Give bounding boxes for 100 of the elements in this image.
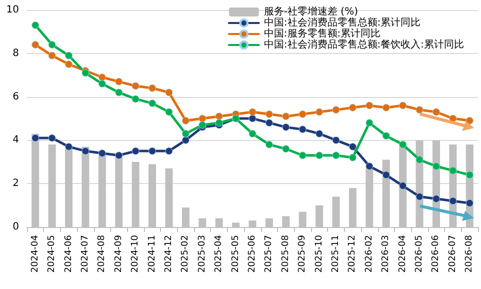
point [198, 114, 206, 122]
point [48, 40, 56, 48]
point [215, 112, 223, 120]
point [115, 78, 123, 86]
x-tick-label: 2024-12 [164, 235, 174, 273]
point [316, 130, 324, 138]
x-tick-label: 2024-07 [80, 235, 90, 273]
point [48, 52, 56, 60]
point [416, 156, 424, 164]
x-tick-label: 2026-07 [448, 235, 458, 273]
point [466, 116, 474, 124]
x-tick-label: 2025-12 [348, 235, 358, 273]
point [282, 112, 290, 120]
point [449, 197, 457, 205]
x-tick-label: 2025-11 [331, 235, 342, 273]
x-tick-label: 2024-10 [130, 234, 141, 273]
x-tick-label: 2024-06 [64, 234, 74, 273]
point [298, 126, 306, 134]
point [132, 82, 140, 90]
point [316, 108, 324, 116]
x-tick-label: 2026-03 [381, 235, 392, 273]
point [148, 84, 156, 92]
x-tick-label: 2026-02 [364, 235, 374, 273]
point [98, 149, 106, 157]
point [366, 102, 374, 110]
point [165, 147, 173, 155]
x-tick-label: 2025-08 [280, 234, 291, 273]
point [148, 100, 156, 108]
point [332, 152, 340, 160]
y-tick-label: 8 [12, 48, 19, 59]
point [148, 147, 156, 155]
legend-label: 服务-社零增速差 (%) [264, 6, 358, 18]
point [366, 162, 374, 170]
point [449, 114, 457, 122]
point [115, 152, 123, 160]
legend-label: 中国:社会消费品零售总额:累计同比 [264, 16, 421, 28]
point [248, 108, 256, 116]
point [82, 147, 90, 155]
legend-label: 中国:社会消费品零售总额:餐饮收入:累计同比 [264, 38, 464, 50]
point [82, 69, 90, 77]
x-tick-label: 2026-05 [414, 235, 425, 273]
point [332, 106, 340, 114]
point [382, 104, 390, 112]
point [65, 52, 73, 60]
x-tick-label: 2024-04 [30, 234, 40, 273]
x-tick-label: 2025-02 [180, 235, 191, 273]
point [65, 142, 73, 150]
point [248, 114, 256, 122]
point [348, 154, 356, 162]
point [348, 104, 356, 112]
point [416, 106, 424, 114]
point [466, 171, 474, 179]
point [332, 136, 340, 144]
x-tick-label: 2026-06 [431, 234, 442, 273]
point [432, 195, 440, 203]
point [132, 147, 140, 155]
x-tick-label: 2024-05 [47, 235, 58, 273]
point [182, 136, 190, 144]
point [382, 132, 390, 140]
point [132, 95, 140, 103]
point [182, 116, 190, 124]
x-tick-label: 2024-09 [114, 234, 124, 273]
point [466, 199, 474, 207]
point [399, 182, 407, 190]
point [316, 152, 324, 160]
x-tick-label: 2026-08 [464, 234, 475, 273]
y-tick-label: 0 [12, 222, 19, 232]
x-tick-label: 2025-05 [230, 235, 241, 273]
x-tick-label: 2025-10 [314, 234, 324, 273]
point [298, 110, 306, 118]
y-tick-label: 2 [12, 178, 19, 190]
x-tick-label: 2025-07 [264, 235, 274, 273]
x-tick-label: 2025-03 [197, 235, 208, 273]
point [115, 88, 123, 96]
x-tick-label: 2025-04 [214, 234, 224, 273]
point [165, 88, 173, 96]
y-tick-label: 10 [6, 4, 19, 16]
point [382, 171, 390, 179]
point [265, 110, 273, 118]
point [282, 145, 290, 153]
point [265, 140, 273, 148]
x-tick-label: 2024-08 [97, 234, 108, 273]
x-tick-label: 2025-06 [248, 234, 258, 273]
point [432, 108, 440, 116]
point [298, 152, 306, 160]
point [399, 102, 407, 110]
point [366, 119, 374, 127]
point [265, 119, 273, 127]
x-tick-label: 2024-11 [147, 235, 158, 273]
x-tick-label: 2025-09 [298, 234, 308, 273]
point [399, 140, 407, 148]
legend-label: 中国:服务零售额:累计同比 [264, 28, 381, 40]
point [432, 162, 440, 170]
point [182, 130, 190, 138]
point [165, 108, 173, 116]
point [48, 134, 56, 142]
point [449, 166, 457, 174]
point [32, 40, 40, 48]
point [348, 142, 356, 150]
point [282, 123, 290, 131]
